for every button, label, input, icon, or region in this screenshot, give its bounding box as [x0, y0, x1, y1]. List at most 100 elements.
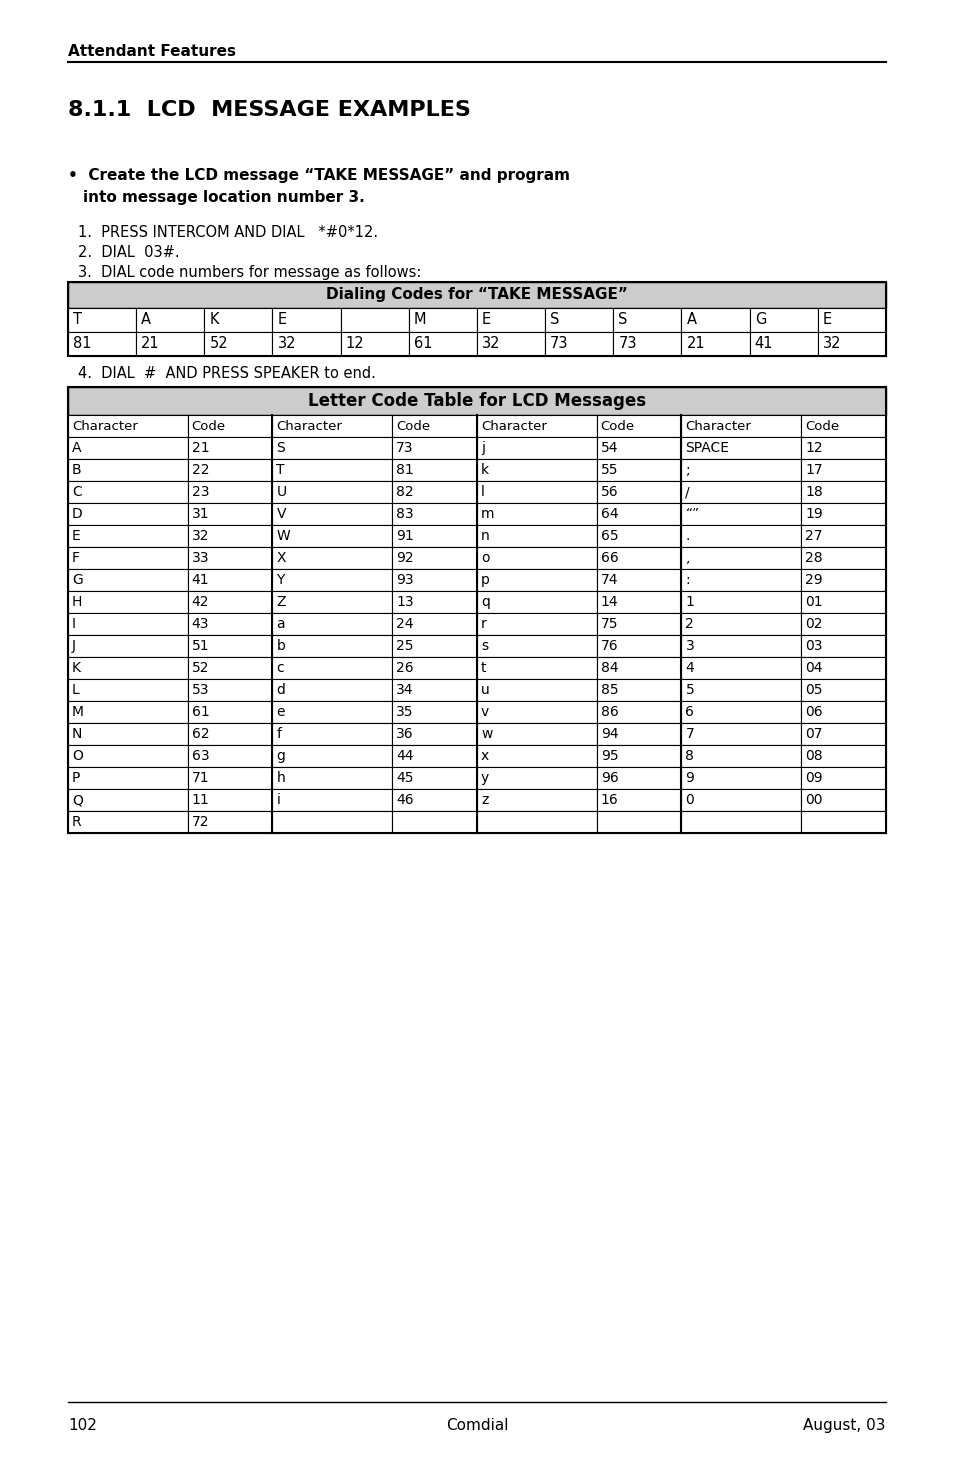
Text: 12: 12 [345, 336, 364, 351]
Bar [801, 525, 885, 547]
Bar [392, 591, 476, 614]
Text: 4.  DIAL  #  AND PRESS SPEAKER to end.: 4. DIAL # AND PRESS SPEAKER to end. [78, 366, 375, 381]
Text: E: E [822, 313, 831, 327]
Bar [476, 569, 596, 591]
Text: 56: 56 [600, 485, 618, 499]
Bar [392, 745, 476, 767]
Text: 24: 24 [395, 617, 414, 631]
Text: Dialing Codes for “TAKE MESSAGE”: Dialing Codes for “TAKE MESSAGE” [326, 288, 627, 302]
Text: Character: Character [685, 419, 751, 432]
Bar [188, 636, 273, 656]
Bar [801, 678, 885, 701]
Text: Character: Character [276, 419, 342, 432]
Text: 73: 73 [618, 336, 637, 351]
Bar [68, 547, 188, 569]
Bar [801, 547, 885, 569]
Bar [476, 745, 596, 767]
Text: 81: 81 [73, 336, 91, 351]
Text: B: B [71, 463, 82, 476]
Text: 32: 32 [277, 336, 295, 351]
Text: 9: 9 [685, 771, 694, 785]
Bar [188, 414, 273, 437]
Text: X: X [276, 552, 286, 565]
Bar [476, 767, 596, 789]
Bar [680, 614, 801, 636]
Bar [596, 437, 680, 459]
Bar [476, 525, 596, 547]
Text: 26: 26 [395, 661, 414, 676]
Bar [680, 525, 801, 547]
Bar [801, 614, 885, 636]
Bar [273, 745, 392, 767]
Text: SPACE: SPACE [685, 441, 729, 454]
Text: S: S [618, 313, 627, 327]
Text: 54: 54 [600, 441, 618, 454]
Bar [68, 701, 188, 723]
Text: z: z [480, 794, 488, 807]
Bar [596, 614, 680, 636]
Bar [273, 678, 392, 701]
Bar [392, 767, 476, 789]
Text: 06: 06 [804, 705, 821, 718]
Bar [476, 481, 596, 503]
Text: L: L [71, 683, 80, 698]
Text: 61: 61 [192, 705, 209, 718]
Bar [476, 437, 596, 459]
Text: 31: 31 [192, 507, 209, 521]
Text: u: u [480, 683, 489, 698]
Bar [273, 723, 392, 745]
Bar [476, 636, 596, 656]
Text: l: l [480, 485, 484, 499]
Bar [392, 656, 476, 678]
Text: r: r [480, 617, 486, 631]
Text: T: T [276, 463, 285, 476]
Bar [273, 481, 392, 503]
Bar [476, 678, 596, 701]
Text: q: q [480, 594, 489, 609]
Text: j: j [480, 441, 484, 454]
Text: f: f [276, 727, 281, 740]
Text: 82: 82 [395, 485, 414, 499]
Bar [188, 789, 273, 811]
Bar [596, 723, 680, 745]
Bar [801, 767, 885, 789]
Bar [188, 569, 273, 591]
Text: 5: 5 [685, 683, 694, 698]
Text: R: R [71, 816, 82, 829]
Text: Character: Character [480, 419, 546, 432]
Text: 6: 6 [685, 705, 694, 718]
Text: 29: 29 [804, 572, 821, 587]
Text: o: o [480, 552, 489, 565]
Bar [273, 636, 392, 656]
Bar [596, 525, 680, 547]
Text: 0: 0 [685, 794, 694, 807]
Text: M: M [71, 705, 84, 718]
Bar [392, 723, 476, 745]
Text: 45: 45 [395, 771, 414, 785]
Bar [188, 481, 273, 503]
Text: 22: 22 [192, 463, 209, 476]
Text: 07: 07 [804, 727, 821, 740]
Bar [680, 767, 801, 789]
Text: ;: ; [685, 463, 689, 476]
Text: 16: 16 [600, 794, 618, 807]
Text: 91: 91 [395, 530, 414, 543]
Text: Code: Code [804, 419, 839, 432]
Bar [68, 459, 188, 481]
Text: 43: 43 [192, 617, 209, 631]
Bar [476, 503, 596, 525]
Bar [392, 481, 476, 503]
Bar [273, 547, 392, 569]
Text: 46: 46 [395, 794, 414, 807]
Text: 61: 61 [414, 336, 432, 351]
Bar [392, 414, 476, 437]
Text: 00: 00 [804, 794, 821, 807]
Bar [476, 547, 596, 569]
Bar [680, 701, 801, 723]
Bar [340, 332, 409, 355]
Text: 33: 33 [192, 552, 209, 565]
Bar [476, 656, 596, 678]
Text: 93: 93 [395, 572, 414, 587]
Text: 27: 27 [804, 530, 821, 543]
Bar [273, 614, 392, 636]
